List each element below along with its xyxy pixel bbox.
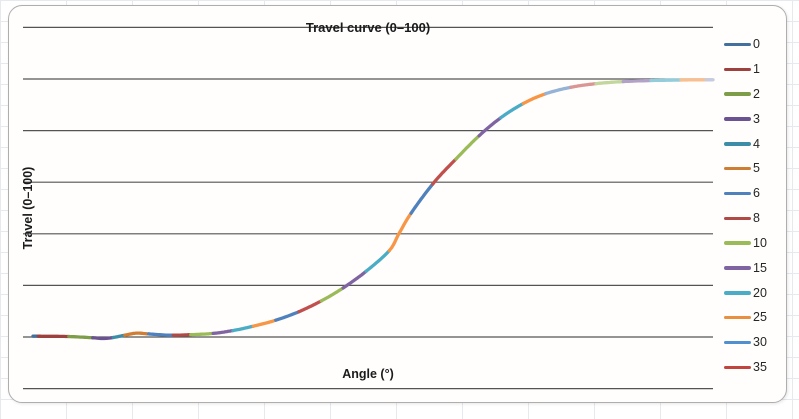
- curve-segment-series[interactable]: [521, 92, 548, 106]
- legend-item-1[interactable]: 1: [724, 57, 786, 82]
- curve-segment-series[interactable]: [477, 116, 503, 138]
- curve-segment-series[interactable]: [123, 331, 152, 337]
- legend-label: 35: [753, 360, 767, 375]
- curve-segment-series[interactable]: [621, 78, 653, 84]
- curve-segment-series[interactable]: [251, 318, 278, 328]
- legend-item-30[interactable]: 30: [724, 330, 786, 355]
- legend-item-0[interactable]: 0: [724, 32, 786, 57]
- legend-label: 1: [753, 62, 760, 77]
- curve-segment-series[interactable]: [569, 81, 598, 89]
- curve-segment-series[interactable]: [387, 211, 413, 253]
- curve-segment-series[interactable]: [231, 324, 255, 333]
- legend-key-line-icon: [724, 266, 751, 270]
- legend-label: 25: [753, 310, 767, 325]
- curve-segment-series[interactable]: [499, 101, 525, 120]
- legend: 0 1 2 3 4 5 6 8 10 15 20 25 30 35: [724, 32, 786, 380]
- legend-item-20[interactable]: 20: [724, 280, 786, 305]
- legend-label: 6: [753, 186, 760, 201]
- legend-label: 0: [753, 37, 760, 52]
- legend-label: 8: [753, 211, 760, 226]
- curve-segment-series[interactable]: [171, 333, 193, 337]
- curve-segment-series[interactable]: [67, 334, 95, 340]
- legend-label: 30: [753, 335, 767, 350]
- curve-segment-series[interactable]: [297, 299, 323, 314]
- y-axis-title: Travel (0–100): [21, 166, 35, 250]
- legend-label: 3: [753, 111, 760, 126]
- chart-frame[interactable]: Travel curve (0–100) Travel (0–100) Angl…: [8, 5, 787, 403]
- curve-segment-series[interactable]: [409, 182, 435, 215]
- legend-key-line-icon: [724, 67, 751, 72]
- curve-segment-series[interactable]: [91, 335, 115, 341]
- legend-key-line-icon: [724, 42, 751, 47]
- legend-item-35[interactable]: 35: [724, 355, 786, 380]
- legend-key-line-icon: [724, 92, 751, 96]
- legend-key-line-icon: [724, 340, 751, 345]
- legend-key-line-icon: [724, 216, 751, 221]
- legend-item-10[interactable]: 10: [724, 231, 786, 256]
- legend-item-4[interactable]: 4: [724, 131, 786, 156]
- legend-item-8[interactable]: 8: [724, 206, 786, 231]
- x-axis-title: Angle (°): [342, 367, 394, 381]
- legend-item-15[interactable]: 15: [724, 256, 786, 281]
- curve-segment-series[interactable]: [364, 248, 391, 273]
- curve-segment-series[interactable]: [544, 85, 573, 96]
- legend-label: 10: [753, 235, 767, 250]
- curve-segment-series[interactable]: [211, 328, 235, 336]
- legend-key-line-icon: [724, 117, 751, 121]
- legend-item-2[interactable]: 2: [724, 82, 786, 107]
- plot-area[interactable]: [9, 6, 788, 404]
- curve-segment-series[interactable]: [111, 333, 127, 340]
- legend-key-line-icon: [724, 142, 751, 146]
- legend-key-line-icon: [724, 166, 751, 171]
- chart-title: Travel curve (0–100): [305, 20, 431, 35]
- legend-key-line-icon: [724, 241, 751, 245]
- curve-segment-series[interactable]: [189, 331, 215, 337]
- legend-item-6[interactable]: 6: [724, 181, 786, 206]
- legend-item-5[interactable]: 5: [724, 156, 786, 181]
- curve-segment-series[interactable]: [274, 310, 301, 322]
- legend-key-line-icon: [724, 291, 751, 295]
- legend-key-line-icon: [724, 365, 751, 370]
- legend-label: 5: [753, 161, 760, 176]
- legend-key-line-icon: [724, 191, 751, 196]
- curve-segment-series[interactable]: [454, 134, 481, 161]
- legend-label: 20: [753, 285, 767, 300]
- curve-segment-series[interactable]: [431, 157, 458, 186]
- curve-segment-series[interactable]: [319, 286, 345, 303]
- curve-segment-series[interactable]: [146, 332, 175, 337]
- legend-label: 15: [753, 260, 767, 275]
- curve-segment-series[interactable]: [649, 78, 683, 83]
- legend-item-25[interactable]: 25: [724, 305, 786, 330]
- curve-segment-series[interactable]: [594, 79, 625, 86]
- curve-segment-series[interactable]: [341, 269, 368, 290]
- legend-key-line-icon: [724, 315, 751, 320]
- legend-item-3[interactable]: 3: [724, 107, 786, 132]
- legend-label: 2: [753, 86, 760, 101]
- legend-label: 4: [753, 136, 760, 151]
